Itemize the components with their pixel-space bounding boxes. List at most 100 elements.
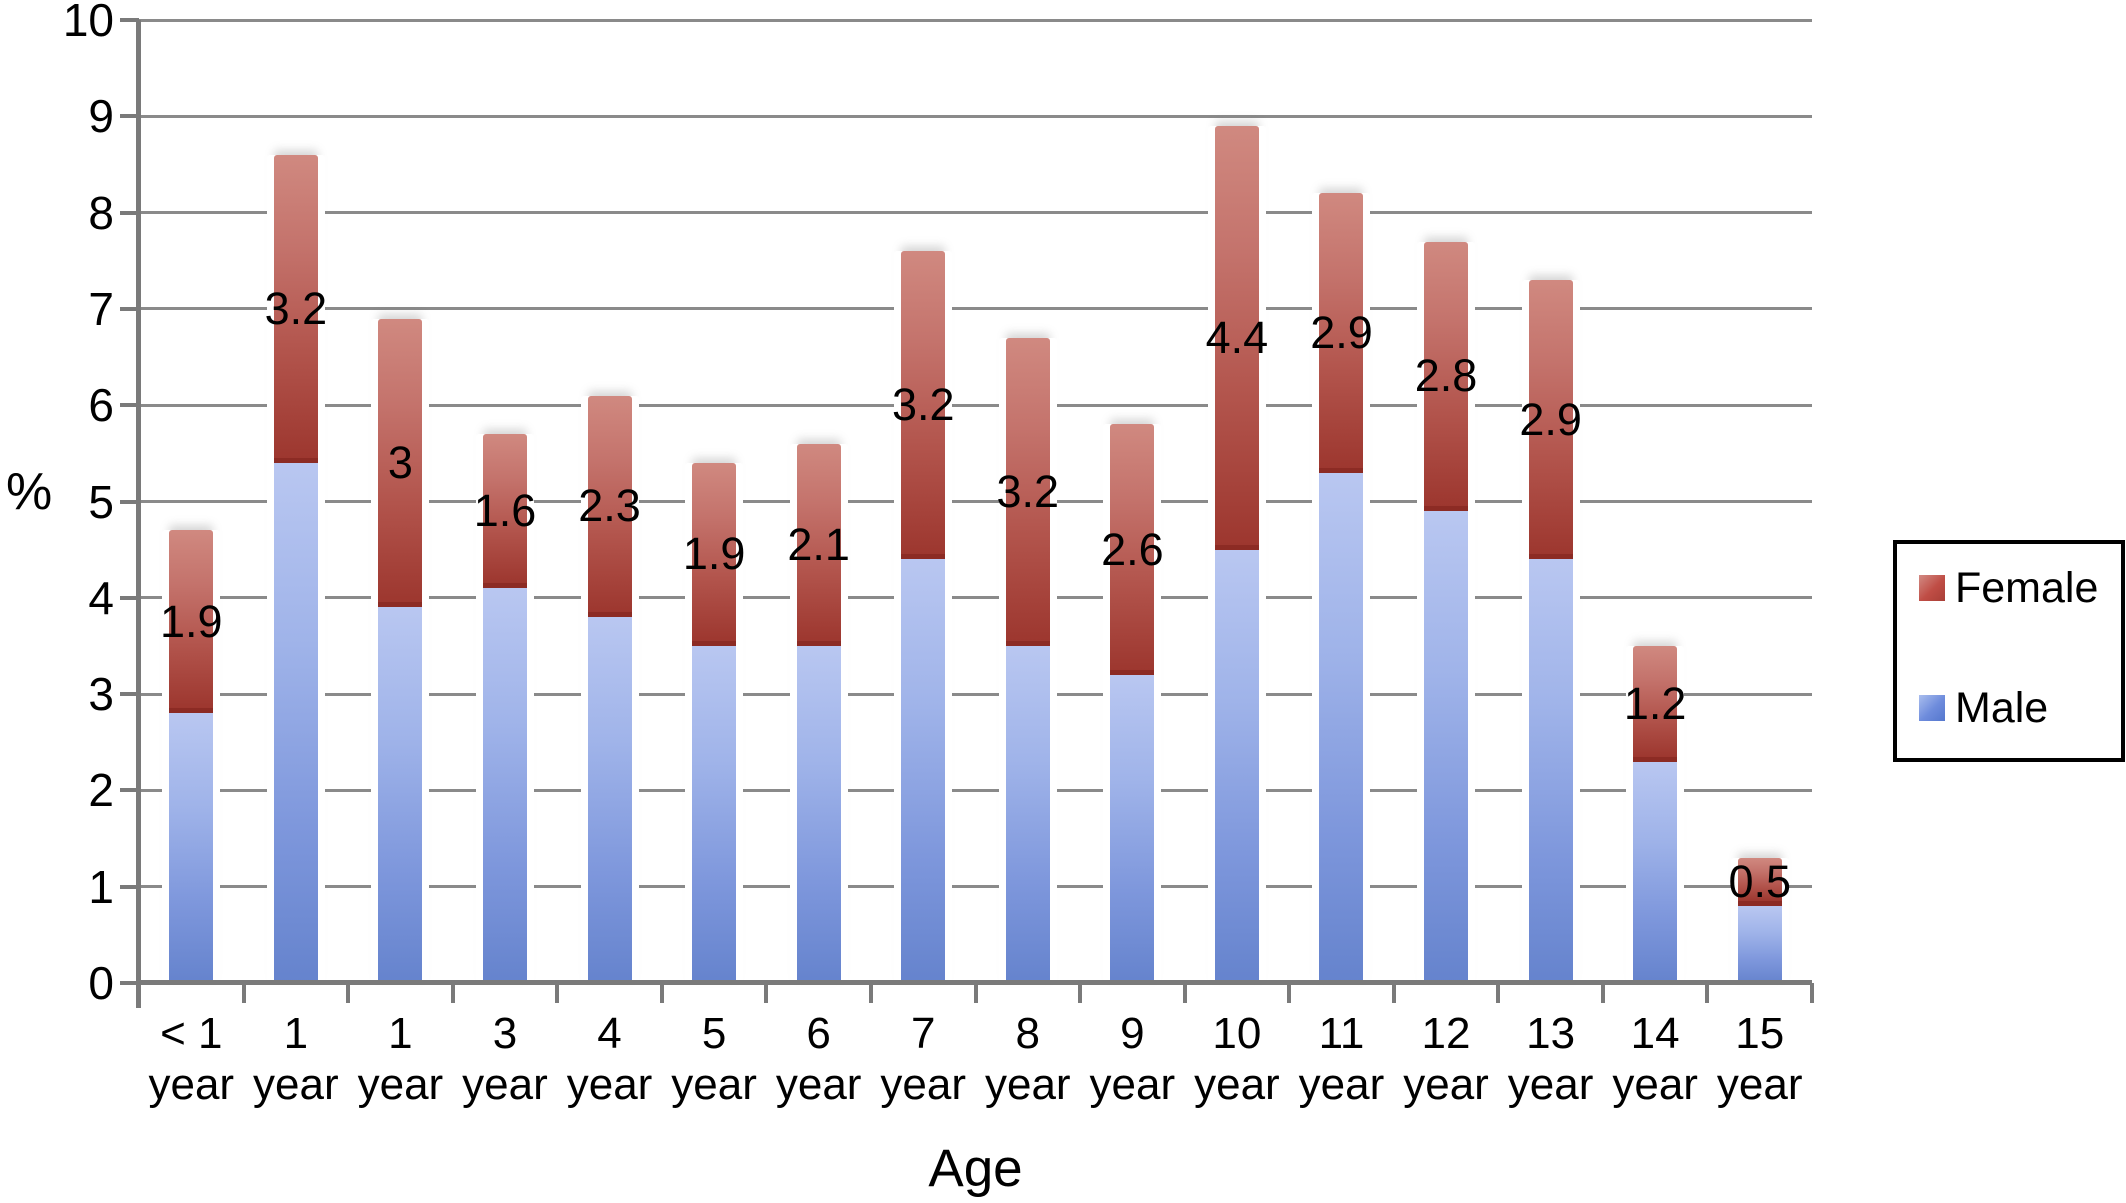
female-value-label: 3.2	[264, 282, 328, 334]
x-label-number: 4	[597, 1009, 622, 1058]
y-axis-tick-4	[120, 595, 139, 600]
x-label-10-year: 10 year	[1185, 1008, 1290, 1110]
x-label-4-year: 4 year	[557, 1008, 662, 1110]
x-label-number: 9	[1120, 1009, 1145, 1058]
female-segment	[692, 462, 737, 646]
female-value-label: 0.5	[1728, 855, 1791, 907]
y-tick-label-2: 2	[88, 764, 114, 817]
y-axis-line	[136, 20, 141, 1008]
male-segment	[1424, 511, 1469, 983]
male-segment	[1110, 674, 1155, 983]
x-label-year-word: year	[880, 1060, 967, 1109]
bar-11-year	[1319, 193, 1364, 983]
female-segment	[378, 318, 423, 608]
bar-13-year	[1528, 280, 1573, 983]
bar-slot-7-year: 3.2	[871, 20, 976, 983]
bar-5-year	[692, 462, 737, 983]
gridline-1	[139, 885, 1812, 889]
x-label-year-word: year	[1403, 1060, 1489, 1109]
x-axis-tick-7	[868, 983, 873, 1003]
x-axis-tick-14	[1600, 983, 1605, 1003]
bar-3-year	[482, 434, 527, 983]
bar-6-year	[796, 443, 841, 983]
y-tick-label-9: 9	[88, 90, 114, 143]
y-tick-label-7: 7	[88, 282, 114, 335]
male-segment	[587, 617, 632, 983]
female-value-label: 1.9	[682, 528, 746, 580]
male-segment	[482, 588, 527, 983]
female-value-label: 2.9	[1519, 393, 1582, 445]
male-segment	[1005, 645, 1050, 983]
x-label-number: 11	[1318, 1009, 1365, 1058]
male-segment	[692, 645, 737, 983]
female-value-label: 1.2	[1623, 677, 1687, 729]
x-axis-tick-1	[241, 983, 246, 1003]
male-segment	[273, 462, 318, 983]
legend-label-male: Male	[1955, 684, 2049, 732]
x-axis-tick-15	[1705, 983, 1710, 1003]
x-label-year-word: year	[148, 1060, 235, 1109]
gridline-2	[139, 788, 1812, 792]
female-value-label: 2.1	[787, 518, 850, 570]
gridline-7	[139, 307, 1812, 311]
x-label-13-year: 13 year	[1498, 1008, 1603, 1110]
y-tick-label-5: 5	[88, 475, 114, 528]
y-axis-tick-9	[120, 114, 139, 119]
female-segment	[1214, 125, 1259, 550]
x-axis-line	[136, 980, 1812, 985]
y-axis-tick-2	[120, 788, 139, 793]
x-label-year-word: year	[462, 1060, 548, 1109]
x-label-1-year: 1 year	[348, 1008, 453, 1110]
female-value-label: 1.9	[160, 595, 223, 647]
y-axis-tick-6	[120, 403, 139, 408]
x-label-number: 15	[1735, 1009, 1785, 1058]
bar-10-year	[1214, 125, 1259, 983]
bar-slot-15-year: 0.5	[1707, 20, 1812, 983]
x-axis-tick-5	[659, 983, 664, 1003]
x-label-8-year: 8 year	[976, 1008, 1081, 1110]
female-value-label: 2.8	[1414, 350, 1478, 402]
gridline-10	[139, 18, 1812, 22]
female-value-label: 3	[387, 436, 413, 488]
female-segment	[901, 251, 946, 560]
x-axis-tick-12	[1391, 983, 1396, 1003]
y-tick-label-10: 10	[62, 0, 114, 46]
y-tick-label-6: 6	[88, 379, 114, 432]
female-value-label: 2.3	[578, 480, 641, 532]
female-segment	[1528, 280, 1573, 560]
male-segment	[1528, 559, 1573, 983]
gridline-6	[139, 403, 1812, 407]
x-label-12-year: 12 year	[1394, 1008, 1499, 1110]
bar-slot-11-year: 2.9	[1289, 20, 1394, 983]
male-segment	[901, 559, 946, 983]
female-swatch-icon	[1919, 575, 1945, 601]
female-segment	[1424, 241, 1469, 512]
legend-label-female: Female	[1955, 564, 2099, 612]
x-axis-tick-16	[1810, 983, 1814, 1003]
x-label-number: < 1	[160, 1009, 223, 1058]
bar-1-year	[378, 318, 423, 983]
bar-12-year	[1424, 241, 1469, 983]
bar-slot-9-year: 2.6	[1080, 20, 1185, 983]
x-axis-tick-3	[450, 983, 455, 1003]
y-tick-label-0: 0	[88, 957, 114, 1009]
bar-slot-8-year: 3.2	[976, 20, 1081, 983]
gridline-3	[139, 692, 1812, 696]
y-axis-tick-0	[120, 981, 139, 985]
x-label-11-year: 11 year	[1289, 1008, 1394, 1110]
x-label-year-word: year	[566, 1060, 653, 1109]
bar-14-year	[1633, 645, 1678, 983]
x-label-year-word: year	[1298, 1060, 1385, 1109]
x-label-14-year: 14 year	[1603, 1008, 1708, 1110]
x-axis-tick-10	[1182, 983, 1187, 1003]
x-label-year-word: year	[1194, 1060, 1280, 1109]
x-label-9-year: 9 year	[1080, 1008, 1185, 1110]
bar-slot-5-year: 1.9	[662, 20, 767, 983]
x-label-year-word: year	[1089, 1060, 1176, 1109]
x-label-number: 10	[1212, 1009, 1262, 1058]
y-tick-label-8: 8	[88, 186, 114, 239]
legend-item-male: Male	[1897, 680, 2121, 736]
x-label-number: 6	[806, 1009, 831, 1058]
y-axis-tick-5	[120, 499, 139, 504]
x-label-year-word: year	[1612, 1060, 1698, 1109]
